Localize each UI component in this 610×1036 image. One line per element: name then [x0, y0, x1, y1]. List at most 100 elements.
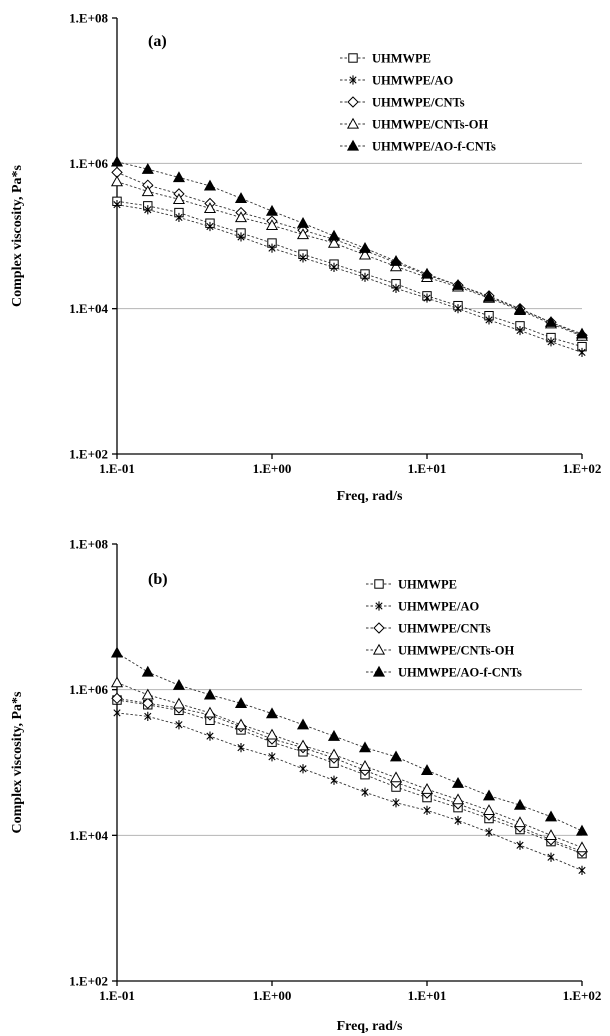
data-point	[172, 679, 185, 690]
series-line	[116, 652, 583, 832]
legend-marker	[349, 75, 357, 85]
data-point	[299, 253, 307, 263]
y-tick-label: 1.E+04	[69, 301, 108, 316]
x-tick-label: 1.E+01	[408, 988, 447, 1003]
data-point	[203, 202, 217, 214]
series-asterisk	[113, 200, 586, 358]
data-point	[516, 840, 524, 850]
legend-marker	[373, 622, 385, 634]
legend-marker	[346, 117, 360, 129]
data-point	[111, 692, 123, 705]
data-point	[113, 708, 121, 718]
data-point	[237, 743, 245, 753]
data-point	[513, 303, 527, 314]
data-point	[172, 193, 185, 204]
legend-marker	[372, 643, 386, 655]
series-triangle-open	[110, 676, 589, 853]
data-point	[544, 810, 558, 822]
data-point	[113, 200, 121, 210]
y-tick-label: 1.E+02	[69, 447, 108, 462]
series-line	[116, 204, 583, 353]
data-point	[296, 718, 310, 730]
data-point	[206, 731, 214, 741]
legend-item: UHMWPE/CNTs	[366, 622, 491, 636]
series-asterisk	[113, 708, 586, 876]
data-point	[327, 748, 341, 760]
data-point	[327, 229, 341, 241]
x-tick-label: 1.E+01	[408, 461, 447, 476]
legend-label: UHMWPE/CNTs-OH	[372, 118, 488, 132]
data-point	[389, 750, 403, 762]
legend-item: UHMWPE/CNTs-OH	[366, 644, 514, 658]
data-point	[110, 155, 124, 167]
data-point	[268, 243, 276, 253]
data-point	[389, 260, 403, 272]
series-square	[112, 196, 587, 352]
legend-label: UHMWPE/CNTs	[398, 622, 491, 636]
data-point	[423, 805, 431, 815]
data-point	[451, 776, 465, 788]
data-point	[265, 728, 279, 740]
series-triangle-open	[110, 175, 589, 341]
legend-item: UHMWPE/AO	[366, 600, 480, 614]
data-point	[296, 739, 310, 751]
data-point	[485, 827, 493, 837]
data-point	[361, 272, 369, 282]
legend-marker	[348, 53, 358, 63]
legend-label: UHMWPE/AO	[398, 600, 480, 614]
data-point	[389, 254, 403, 266]
series-line	[116, 161, 583, 335]
data-point	[575, 841, 589, 853]
legend-marker	[372, 665, 386, 677]
legend-item: UHMWPE/CNTs	[340, 96, 465, 110]
data-point	[389, 771, 403, 783]
data-point	[544, 829, 558, 840]
data-point	[203, 688, 217, 700]
chart-panel-b: 1.E+02 1.E+04 1.E+06 1.E+08 1.E-01 1.E+00 1.E+…	[10, 537, 601, 1035]
legend-label: UHMWPE	[398, 578, 457, 592]
x-axis-title: Freq, rad/s	[337, 489, 403, 504]
series-line	[116, 171, 583, 336]
data-point	[144, 711, 152, 721]
legend-item: UHMWPE	[340, 52, 431, 66]
x-tick-label: 1.E-01	[99, 461, 135, 476]
data-point	[141, 185, 154, 197]
panel-label: (b)	[148, 571, 168, 588]
data-point	[330, 262, 338, 272]
data-point	[175, 212, 183, 223]
legend-label: UHMWPE/CNTs	[372, 96, 465, 110]
data-point	[141, 162, 154, 174]
data-point	[423, 293, 431, 303]
x-axis-title: Freq, rad/s	[337, 1019, 403, 1034]
data-point	[513, 816, 527, 828]
data-point	[330, 775, 338, 785]
data-point	[172, 171, 185, 183]
legend-item: UHMWPE/AO-f-CNTs	[366, 666, 522, 680]
data-point	[547, 852, 555, 862]
legend-marker	[347, 96, 359, 108]
data-point	[578, 347, 586, 358]
data-point	[544, 316, 558, 327]
legend-item: UHMWPE	[366, 578, 457, 592]
data-point	[327, 729, 341, 741]
data-point	[513, 798, 527, 810]
series-line	[116, 200, 583, 348]
data-point	[358, 248, 372, 260]
legend-label: UHMWPE/CNTs-OH	[398, 644, 514, 658]
data-point	[516, 325, 524, 336]
y-tick-label: 1.E+08	[69, 11, 108, 26]
data-point	[482, 789, 496, 801]
y-axis-title: Complex viscosity, Pa*s	[10, 691, 25, 833]
y-tick-label: 1.E+02	[69, 974, 108, 989]
data-point	[203, 179, 217, 191]
legend-item: UHMWPE/AO	[340, 74, 454, 88]
data-point	[234, 718, 248, 730]
legend-marker	[375, 601, 383, 611]
data-point	[454, 815, 462, 826]
data-point	[485, 315, 493, 325]
data-point	[482, 290, 496, 302]
data-point	[482, 804, 496, 816]
data-point	[234, 211, 248, 223]
x-tick-label: 1.E+00	[253, 988, 292, 1003]
y-axis-title: Complex viscosity, Pa*s	[10, 164, 25, 306]
